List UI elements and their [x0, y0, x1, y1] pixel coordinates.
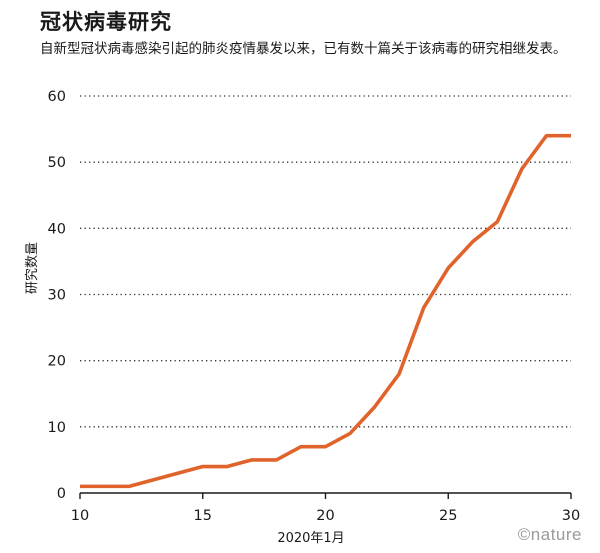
- series: [80, 133, 571, 489]
- y-tick-label: 20: [48, 354, 66, 370]
- y-tick-label: 10: [48, 420, 66, 436]
- x-tick-label: 15: [194, 508, 212, 524]
- x-axis-label: 2020年1月: [277, 531, 344, 546]
- page-title: 冠状病毒研究: [40, 10, 172, 34]
- x-tick-label: 10: [71, 508, 89, 524]
- x-tick-label: 30: [562, 508, 580, 524]
- y-tick-labels: 0 10 20 30 40 50 60: [48, 89, 66, 502]
- y-tick-label: 60: [48, 89, 66, 105]
- nature-watermark: ©nature: [517, 525, 582, 544]
- chart-subtitle: 自新型冠状病毒感染引起的肺炎疫情暴发以来，已有数十篇关于该病毒的研究相继发表。: [40, 41, 567, 57]
- y-tick-label: 30: [48, 288, 66, 304]
- x-tick-label: 20: [316, 508, 334, 524]
- x-tick-labels: 10 15 20 25 30: [71, 493, 580, 524]
- y-tick-label: 50: [48, 155, 66, 171]
- y-axis-label: 研究数量: [25, 242, 40, 294]
- y-tick-label: 40: [48, 221, 66, 237]
- gridlines: [80, 95, 571, 428]
- y-tick-label: 0: [57, 486, 66, 502]
- x-tick-label: 25: [439, 508, 457, 524]
- series-line: [80, 133, 571, 489]
